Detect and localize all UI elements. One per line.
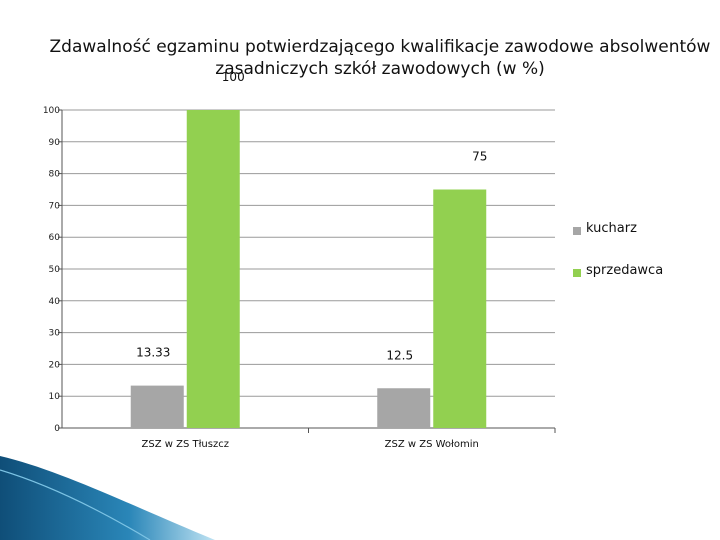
data-label: 13.33 <box>136 346 170 360</box>
data-label: 12.5 <box>386 348 413 362</box>
bars <box>130 110 487 428</box>
legend-swatch-kucharz <box>573 227 581 235</box>
y-tick-label: 50 <box>49 265 61 275</box>
legend-label-kucharz: kucharz <box>586 221 637 236</box>
y-tick-label: 40 <box>49 297 61 307</box>
y-tick-label: 80 <box>49 170 61 180</box>
legend-label-sprzedawca: sprzedawca <box>586 263 663 278</box>
bar-sprzedawca <box>433 189 487 428</box>
y-tick-label: 70 <box>49 201 61 211</box>
bar-kucharz <box>377 388 431 428</box>
bar-kucharz <box>130 385 184 428</box>
y-tick-label: 90 <box>49 138 61 148</box>
x-category-label: ZSZ w ZS Wołomin <box>385 439 479 450</box>
y-tick-label: 10 <box>49 392 61 402</box>
data-labels: 13.33 100 12.5 75 <box>136 70 487 362</box>
y-tick-label: 100 <box>43 106 60 116</box>
legend: kucharz sprzedawca <box>573 221 663 278</box>
y-tick-label: 30 <box>49 329 61 339</box>
y-tick-label: 20 <box>49 360 61 370</box>
x-category-label: ZSZ w ZS Tłuszcz <box>142 439 229 450</box>
legend-swatch-sprzedawca <box>573 269 581 277</box>
bar-sprzedawca <box>186 110 240 428</box>
y-tick-label: 60 <box>49 233 61 243</box>
chart-title: Zdawalność egzaminu potwierdzającego kwa… <box>49 37 711 79</box>
y-tick-label: 0 <box>54 424 60 434</box>
data-label: 100 <box>222 70 245 84</box>
data-label: 75 <box>472 150 487 164</box>
